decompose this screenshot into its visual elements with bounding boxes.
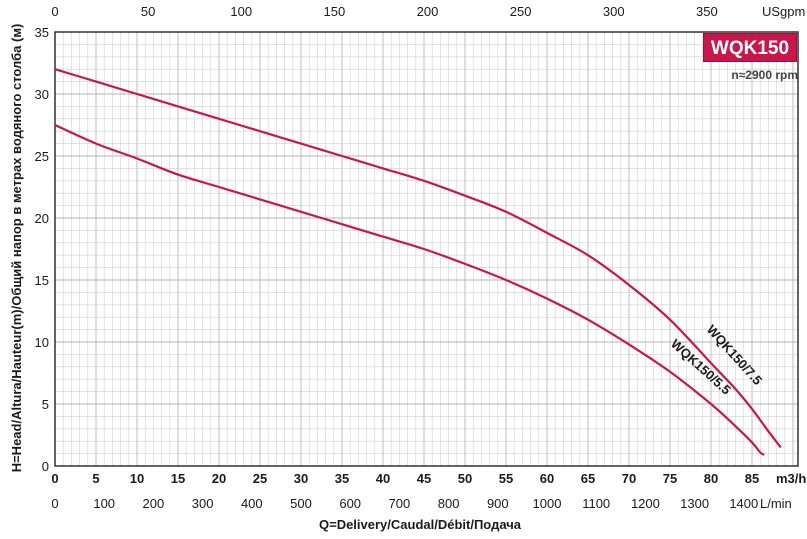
x-tick-label-m3h: 20 (212, 471, 226, 486)
x-tick-label-m3h: 85 (745, 471, 759, 486)
y-tick-label: 30 (35, 87, 49, 102)
x-tick-label-m3h: 50 (458, 471, 472, 486)
x-tick-label-m3h: 30 (294, 471, 308, 486)
x-tick-label-usgpm: 250 (510, 4, 532, 19)
y-tick-label: 20 (35, 211, 49, 226)
x-axis-title: Q=Delivery/Caudal/Débit/Подача (319, 517, 522, 532)
x-tick-label-lpm: 400 (241, 496, 263, 511)
series-line-5-5 (54, 123, 765, 456)
y-tick-label: 5 (42, 397, 49, 412)
x-tick-label-lpm: 800 (438, 496, 460, 511)
x-tick-label-lpm: 600 (339, 496, 361, 511)
x-tick-label-usgpm: 200 (417, 4, 439, 19)
x-tick-label-lpm: 900 (487, 496, 509, 511)
x-unit-lpm: L/min (760, 496, 792, 511)
y-axis-title: H=Head/Altura/Hauteur(m)/Общий напор в м… (9, 24, 24, 473)
x-tick-label-lpm: 100 (93, 496, 115, 511)
x-tick-label-m3h: 80 (704, 471, 718, 486)
x-tick-label-usgpm: 0 (51, 4, 58, 19)
x-tick-label-m3h: 70 (622, 471, 636, 486)
speed-label: n≈2900 rpm (731, 68, 798, 82)
grid-lines (55, 32, 798, 466)
x-tick-label-m3h: 60 (540, 471, 554, 486)
x-tick-label-lpm: 300 (192, 496, 214, 511)
x-tick-label-lpm: 700 (389, 496, 411, 511)
x-tick-label-lpm: 1000 (533, 496, 562, 511)
y-tick-label: 35 (35, 25, 49, 40)
x-axis-m3h-ticks: 0 5 10 15 20 25 30 35 40 45 50 55 60 65 70 75 80 85 (51, 471, 759, 486)
y-tick-label: 10 (35, 335, 49, 350)
x-tick-label-m3h: 55 (499, 471, 513, 486)
x-tick-label-m3h: 0 (51, 471, 58, 486)
model-badge: WQK150 (703, 33, 797, 62)
series-line-7-5 (54, 68, 782, 449)
x-tick-label-usgpm: 350 (696, 4, 718, 19)
x-tick-label-m3h: 45 (417, 471, 431, 486)
y-axis-ticks: 0 5 10 15 20 25 30 35 (35, 25, 49, 474)
x-tick-label-lpm: 1200 (631, 496, 660, 511)
x-tick-label-m3h: 75 (663, 471, 677, 486)
x-axis-lpm-ticks: 0 100 200 300 400 500 600 700 800 900 1000 1100 1200… (51, 496, 758, 511)
x-tick-label-m3h: 10 (130, 471, 144, 486)
x-tick-label-usgpm: 50 (141, 4, 155, 19)
x-unit-m3h: m3/h (776, 471, 806, 486)
x-tick-label-usgpm: 300 (603, 4, 625, 19)
x-axis-usgpm-ticks: 0 50 100 150 200 250 300 350 (51, 4, 717, 19)
series-curves (54, 68, 782, 456)
y-tick-label: 0 (42, 459, 49, 474)
x-tick-label-lpm: 1300 (680, 496, 709, 511)
x-tick-label-lpm: 200 (143, 496, 165, 511)
x-tick-label-lpm: 500 (290, 496, 312, 511)
x-tick-label-lpm: 1100 (582, 496, 610, 511)
x-unit-usgpm: USgpm (762, 4, 805, 19)
x-tick-label-m3h: 40 (376, 471, 390, 486)
x-tick-label-lpm: 1400 (729, 496, 758, 511)
x-tick-label-m3h: 25 (253, 471, 267, 486)
x-tick-label-lpm: 0 (51, 496, 58, 511)
y-tick-label: 25 (35, 149, 49, 164)
x-tick-label-usgpm: 100 (230, 4, 252, 19)
plot-frame (54, 31, 799, 467)
x-tick-label-m3h: 5 (92, 471, 99, 486)
x-tick-label-usgpm: 150 (324, 4, 346, 19)
x-tick-label-m3h: 35 (335, 471, 349, 486)
y-tick-label: 15 (35, 273, 49, 288)
x-tick-label-m3h: 15 (171, 471, 185, 486)
x-tick-label-m3h: 65 (581, 471, 595, 486)
